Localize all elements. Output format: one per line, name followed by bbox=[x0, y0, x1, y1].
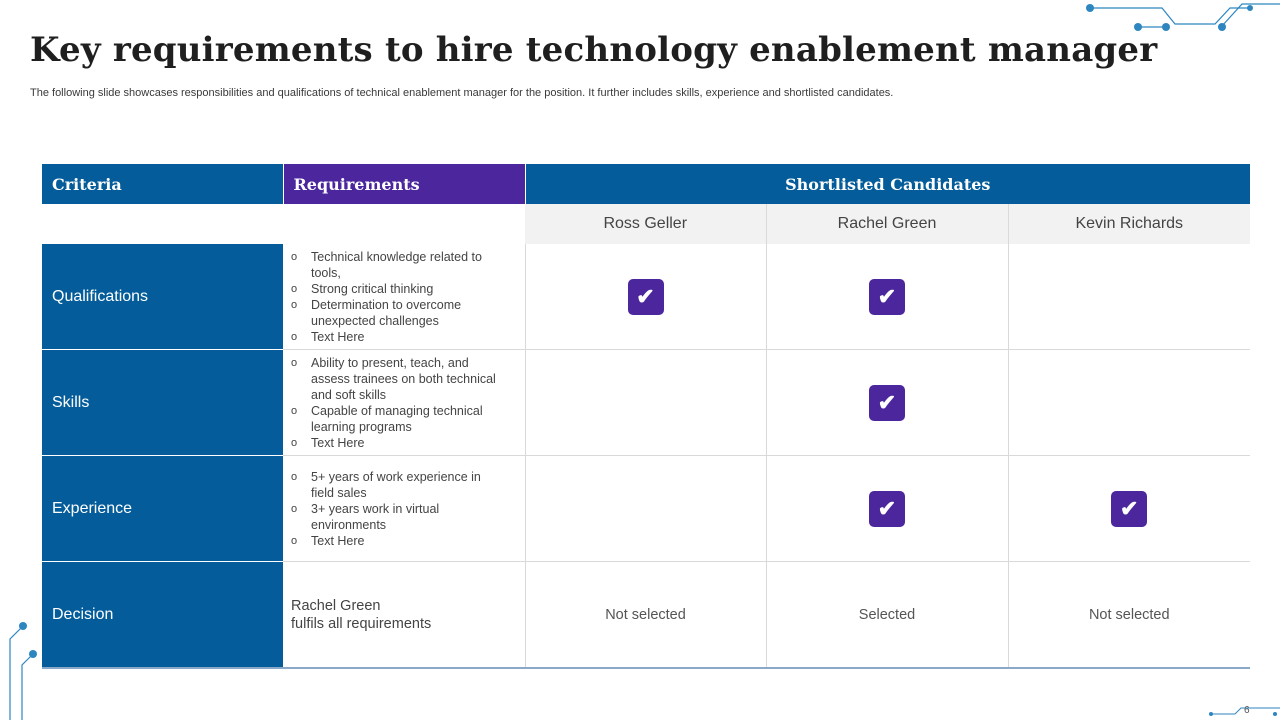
decision-candidate: Rachel Green bbox=[291, 597, 381, 614]
criterion-label: Decision bbox=[42, 561, 283, 669]
requirements-list: o Technical knowledge related to tools, o S… bbox=[283, 249, 525, 345]
bullet-icon: o bbox=[291, 250, 298, 263]
circuit-decoration-bottom-right bbox=[1209, 707, 1280, 716]
requirement-text: 5+ years of work experience in field sal… bbox=[311, 469, 481, 500]
candidate-name: Ross Geller bbox=[525, 204, 767, 244]
decision-result: Not selected bbox=[1008, 561, 1251, 669]
list-item: o Technical knowledge related to tools, bbox=[291, 249, 499, 281]
slide-title: Key requirements to hire technology enab… bbox=[30, 30, 1158, 70]
check-icon: ✔ bbox=[869, 490, 905, 527]
requirement-text: Text Here bbox=[311, 329, 365, 344]
requirements-table: Criteria Requirements Shortlisted Candid… bbox=[42, 164, 1251, 669]
bullet-icon: o bbox=[291, 470, 298, 483]
page-number: 6 bbox=[1244, 705, 1250, 716]
list-item: o 5+ years of work experience in field sa… bbox=[291, 469, 499, 501]
bullet-icon: o bbox=[291, 282, 298, 295]
requirement-text: Text Here bbox=[311, 435, 365, 450]
shortlisted-candidates-header: Shortlisted Candidates bbox=[525, 164, 1251, 204]
bullet-icon: o bbox=[291, 298, 298, 311]
candidate-check-cell: ✔ bbox=[766, 349, 1009, 456]
table-row: Qualifications o Technical knowledge relat… bbox=[42, 244, 1251, 350]
requirement-text: Technical knowledge related to tools, bbox=[311, 249, 482, 280]
requirement-text: Capable of managing technical learning p… bbox=[311, 403, 483, 434]
bullet-icon: o bbox=[291, 534, 298, 547]
candidate-check-cell bbox=[1008, 244, 1251, 350]
candidate-check-cell: ✔ bbox=[766, 244, 1009, 350]
criteria-header: Criteria bbox=[42, 164, 284, 204]
requirements-list-cell: o Ability to present, teach, and assess t… bbox=[283, 349, 526, 456]
blank-cell bbox=[283, 204, 525, 244]
candidate-check-cell bbox=[525, 455, 767, 562]
requirements-list: o Ability to present, teach, and assess t… bbox=[283, 355, 525, 451]
requirements-list: o 5+ years of work experience in field sa… bbox=[283, 469, 525, 549]
list-item: o Text Here bbox=[291, 533, 499, 549]
criteria-rows: Qualifications o Technical knowledge relat… bbox=[42, 244, 1251, 562]
bullet-icon: o bbox=[291, 502, 298, 515]
requirement-text: Strong critical thinking bbox=[311, 281, 434, 296]
list-item: o Text Here bbox=[291, 329, 499, 345]
bullet-icon: o bbox=[291, 330, 298, 343]
bullet-icon: o bbox=[291, 356, 298, 369]
circuit-decoration-bottom-left bbox=[9, 622, 37, 720]
slide-subtitle: The following slide showcases responsibi… bbox=[30, 87, 894, 99]
list-item: o Ability to present, teach, and assess t… bbox=[291, 355, 499, 403]
table-header-row: Criteria Requirements Shortlisted Candid… bbox=[42, 164, 1251, 204]
criterion-label: Qualifications bbox=[42, 244, 283, 350]
list-item: o 3+ years work in virtual environments bbox=[291, 501, 499, 533]
check-icon: ✔ bbox=[869, 278, 905, 315]
candidate-name: Rachel Green bbox=[766, 204, 1009, 244]
table-row: Skills o Ability to present, teach, and as… bbox=[42, 349, 1251, 456]
decision-row: Decision Rachel Green fulfils all requir… bbox=[42, 561, 1251, 669]
blank-cell bbox=[42, 204, 283, 244]
bullet-icon: o bbox=[291, 436, 298, 449]
bullet-icon: o bbox=[291, 404, 298, 417]
criterion-label: Experience bbox=[42, 455, 283, 562]
candidate-check-cell bbox=[1008, 349, 1251, 456]
candidate-check-cell bbox=[525, 349, 767, 456]
requirements-list-cell: o 5+ years of work experience in field sa… bbox=[283, 455, 526, 562]
table-row: Experience o 5+ years of work experience i… bbox=[42, 455, 1251, 562]
check-icon: ✔ bbox=[1111, 490, 1148, 527]
requirement-text: Determination to overcome unexpected cha… bbox=[311, 297, 462, 328]
list-item: o Text Here bbox=[291, 435, 499, 451]
list-item: o Capable of managing technical learning … bbox=[291, 403, 499, 435]
check-icon: ✔ bbox=[869, 384, 905, 421]
requirements-list-cell: o Technical knowledge related to tools, o S… bbox=[283, 244, 526, 350]
requirement-text: Text Here bbox=[311, 533, 365, 548]
circuit-decoration-top bbox=[1086, 3, 1280, 31]
check-icon: ✔ bbox=[627, 278, 664, 315]
requirements-header: Requirements bbox=[283, 164, 526, 204]
decision-result: Selected bbox=[766, 561, 1009, 669]
candidate-name: Kevin Richards bbox=[1008, 204, 1251, 244]
candidate-check-cell: ✔ bbox=[766, 455, 1009, 562]
requirement-text: 3+ years work in virtual environments bbox=[311, 501, 440, 532]
decision-summary: Rachel Green fulfils all requirements bbox=[283, 561, 526, 669]
candidate-check-cell: ✔ bbox=[1008, 455, 1251, 562]
candidate-names-row: Ross Geller Rachel Green Kevin Richards bbox=[42, 204, 1251, 244]
list-item: o Strong critical thinking bbox=[291, 281, 499, 297]
list-item: o Determination to overcome unexpected ch… bbox=[291, 297, 499, 329]
decision-note: fulfils all requirements bbox=[291, 615, 432, 632]
criterion-label: Skills bbox=[42, 349, 283, 456]
decision-result: Not selected bbox=[525, 561, 767, 669]
requirement-text: Ability to present, teach, and assess tr… bbox=[311, 355, 496, 402]
candidate-check-cell: ✔ bbox=[525, 244, 767, 350]
